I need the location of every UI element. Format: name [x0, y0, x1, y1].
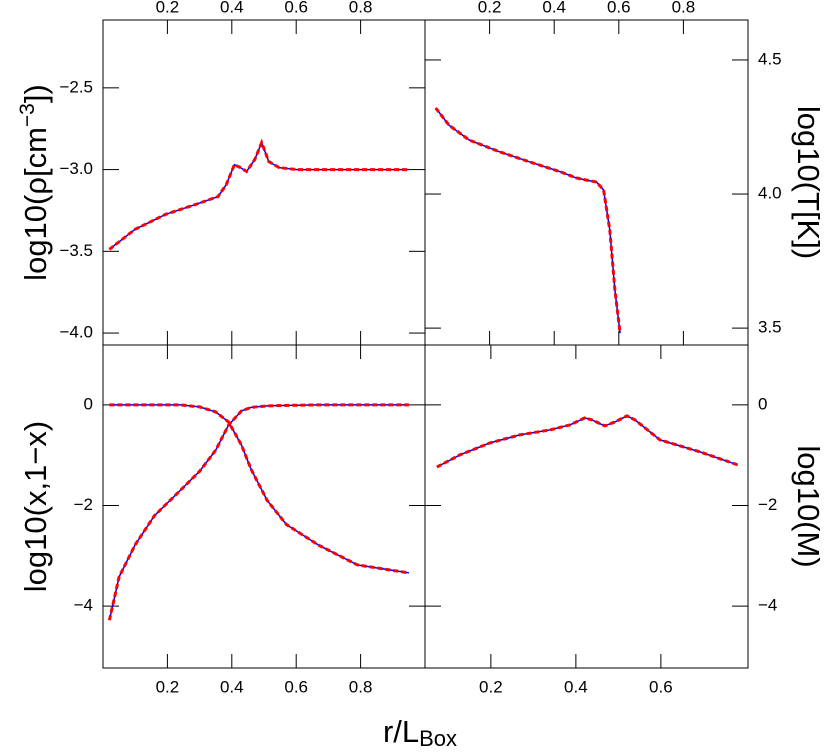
- x-tick-label: 0.8: [349, 677, 373, 696]
- y-tick-label: −4.0: [59, 323, 93, 342]
- x-tick-label: 0.6: [649, 677, 673, 696]
- panel-frame: [424, 344, 749, 669]
- x-tick-label: 0.2: [478, 0, 502, 16]
- data-line: [107, 403, 409, 621]
- x-tick-label: 0.4: [220, 0, 244, 16]
- x-tick-label: 0.8: [672, 0, 696, 16]
- data-line: [435, 107, 621, 334]
- x-tick-label: 0.6: [607, 0, 631, 16]
- y-tick-label: −2: [758, 495, 777, 514]
- x-tick-label: 0.4: [542, 0, 566, 16]
- y-tick-label: 4.0: [758, 184, 782, 203]
- x-tick-label: 0.6: [284, 677, 308, 696]
- x-tick-label: 0.4: [564, 677, 588, 696]
- y-tick-label: 4.5: [758, 49, 782, 68]
- x-tick-label: 0.2: [156, 0, 180, 16]
- y-tick-label: 0: [84, 394, 93, 413]
- y-title-part: log10(ρ[cm: [18, 127, 53, 281]
- x-tick-label: 0.8: [349, 0, 373, 16]
- data-line: [108, 140, 409, 250]
- x-title-sub: Box: [419, 726, 457, 751]
- y-title-part: −3: [16, 103, 39, 127]
- x-tick-label: 0.2: [479, 677, 503, 696]
- data-line: [108, 404, 409, 621]
- y-tick-label: −4: [758, 596, 777, 615]
- y-tick-label: 0: [758, 394, 767, 413]
- data-line: [436, 415, 739, 468]
- panel-frame: [102, 19, 426, 346]
- x-tick-label: 0.4: [220, 677, 244, 696]
- x-tick-label: 0.2: [156, 677, 180, 696]
- y-tick-label: 3.5: [758, 318, 782, 337]
- y-axis-title: log10(x,1−x): [18, 421, 53, 592]
- x-axis-title: r/LBox: [383, 714, 457, 751]
- data-line: [109, 403, 410, 575]
- y-title-part: log10(T[K]): [791, 106, 826, 259]
- data-line: [109, 404, 410, 574]
- data-line: [108, 138, 409, 251]
- y-title-part: log10(M): [791, 445, 826, 567]
- y-title-part: ]): [18, 84, 53, 103]
- y-title-part: log10(x,1−x): [18, 421, 53, 592]
- y-axis-title: log10(ρ[cm−3]): [16, 84, 53, 281]
- y-axis-title: log10(M): [791, 445, 826, 567]
- data-line: [436, 414, 739, 469]
- y-tick-label: −3.5: [59, 241, 93, 260]
- y-tick-label: −2: [74, 495, 93, 514]
- y-tick-label: −2.5: [59, 77, 93, 96]
- y-tick-label: −4: [74, 596, 93, 615]
- x-title-main: r/L: [383, 714, 419, 749]
- data-line: [434, 107, 622, 334]
- panel-frame: [102, 344, 426, 669]
- panel-frame: [424, 19, 749, 346]
- y-axis-title: log10(T[K]): [791, 106, 826, 259]
- x-tick-label: 0.6: [284, 0, 308, 16]
- y-tick-label: −3.0: [59, 159, 93, 178]
